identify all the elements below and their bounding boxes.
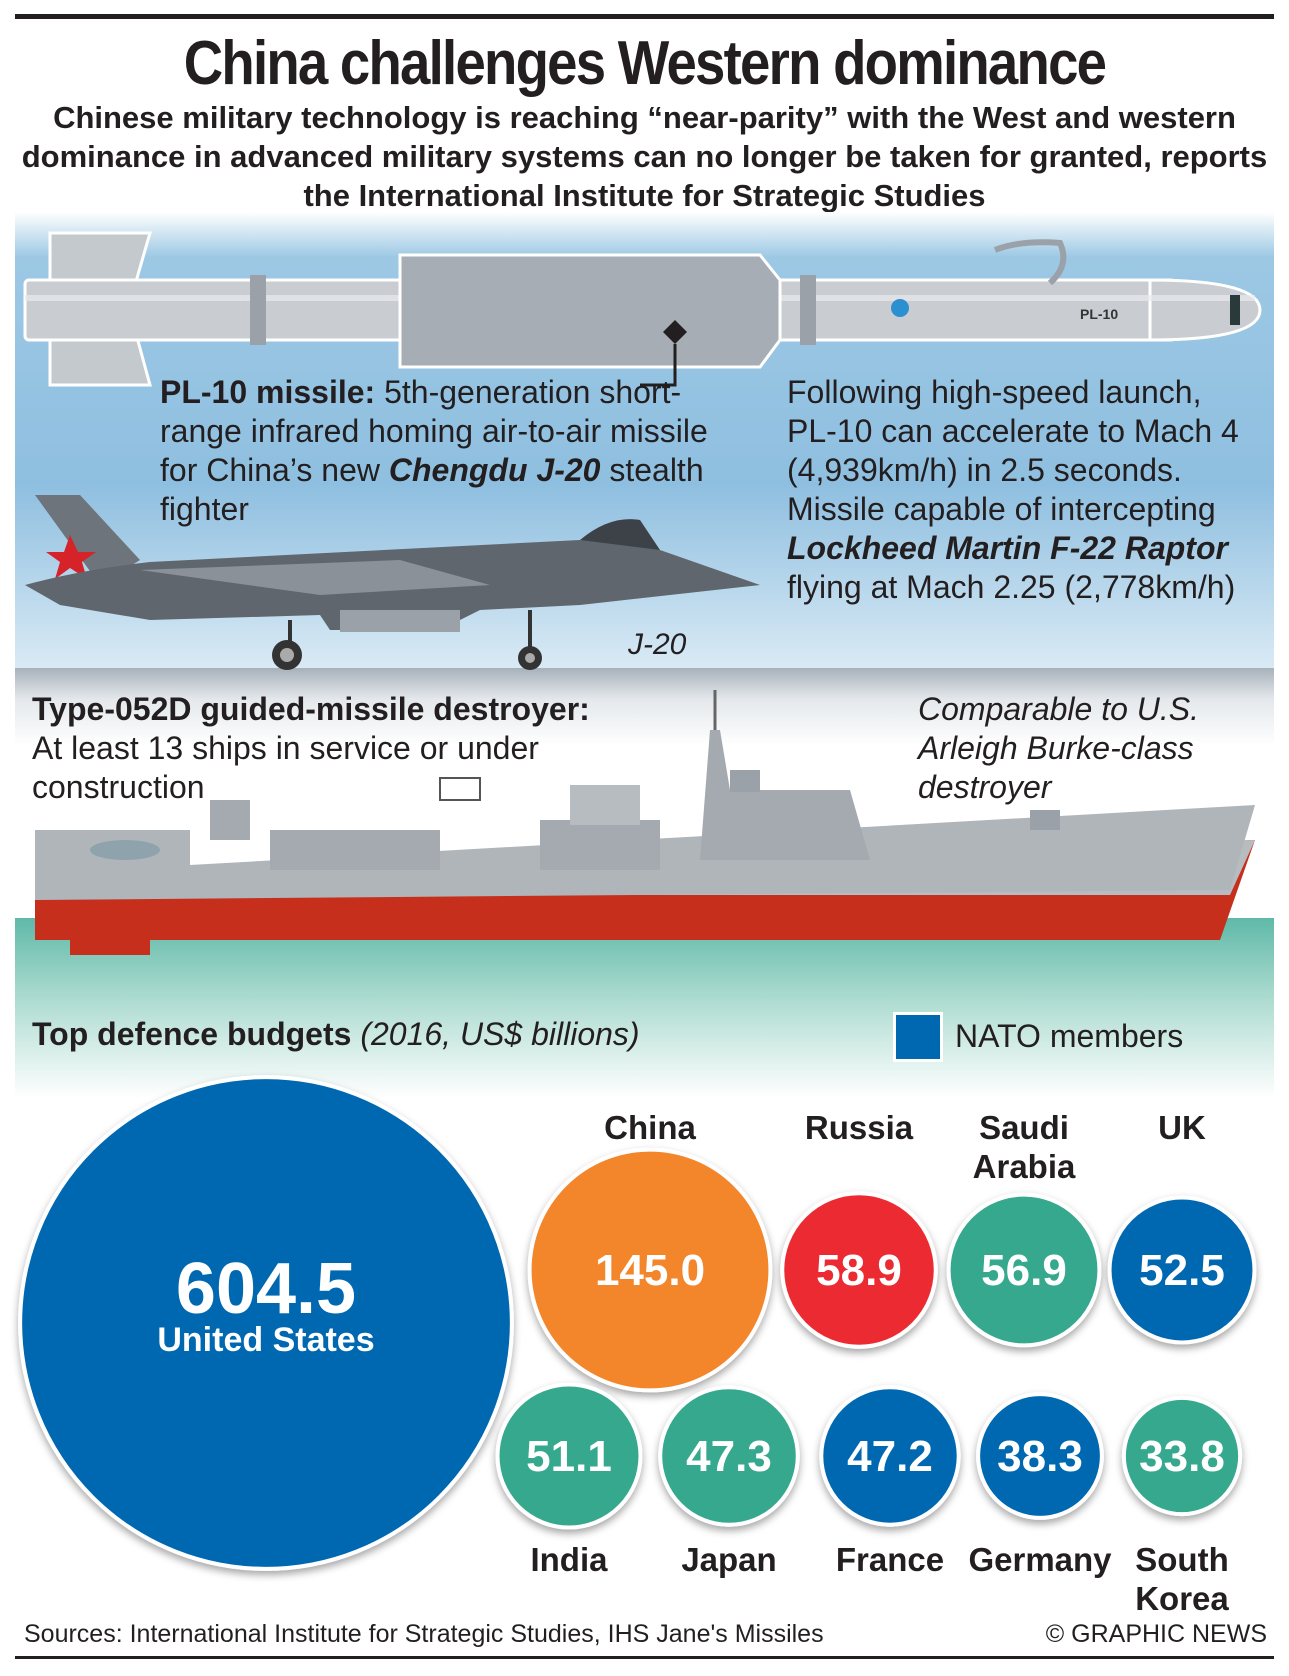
jet-label: J-20 [628,628,687,661]
legend-nato-label: NATO members [955,1018,1184,1054]
bubble-russia [780,1191,938,1349]
ship-name: Type-052D guided-missile destroyer: [32,691,590,727]
value-label-south-korea: 33.8 [1139,1432,1225,1481]
subtitle: Chinese military technology is reaching … [21,100,1268,213]
country-label-china: China [604,1109,696,1146]
bubble-united-states [18,1075,514,1571]
bubble-germany [976,1392,1104,1520]
country-label-uk: UK [1158,1109,1206,1146]
j20-fighter-illustration [25,495,760,670]
missile-name: PL-10 missile: [160,374,376,410]
country-label-saudi-arabia: Saudi Arabia [972,1109,1076,1185]
ship-comparison: Comparable to U.S. Arleigh Burke-class d… [918,691,1200,805]
bubble-south-korea [1121,1395,1243,1517]
bubble-france [819,1385,961,1527]
value-label-germany: 38.3 [997,1432,1083,1481]
page-title: China challenges Western dominance [183,29,1107,98]
pl10-missile-illustration: PL-10 [23,231,1262,387]
credit: © GRAPHIC NEWS [1045,1620,1267,1648]
ship-description: Type-052D guided-missile destroyer: At le… [32,690,672,807]
value-label-france: 47.2 [847,1432,933,1481]
bubble-india [495,1382,643,1530]
country-label-india: India [530,1541,608,1578]
bubble-saudi-arabia [946,1192,1102,1348]
value-label-india: 51.1 [526,1432,612,1481]
value-label-uk: 52.5 [1139,1246,1225,1295]
top-rule [15,14,1274,19]
bubble-uk [1107,1195,1257,1345]
country-label-south-korea: South Korea [1135,1541,1229,1617]
value-label-japan: 47.3 [686,1432,772,1481]
sources: Sources: International Institute for Str… [24,1620,824,1648]
country-label-russia: Russia [804,1109,914,1146]
sea-background [15,918,1274,1098]
missile-marking: PL-10 [1080,306,1118,322]
value-label-russia: 58.9 [816,1246,902,1295]
missile-performance: Following high-speed launch, PL-10 can a… [787,374,1239,605]
value-label-saudi-arabia: 56.9 [981,1246,1067,1295]
value-label-united-states: 604.5 [176,1249,356,1329]
bubble-china [527,1147,773,1393]
country-label-france: France [835,1541,945,1578]
bottom-rule [15,1656,1274,1659]
type052d-destroyer-illustration [35,690,1255,955]
bubble-japan [658,1385,800,1527]
legend-nato-swatch [893,1012,943,1062]
missile-description: PL-10 missile: 5th-generation short-rang… [160,374,708,527]
budgets-heading: Top defence budgets (2016, US$ billions) [32,1016,640,1052]
country-label-united-states: United States [157,1321,375,1359]
country-label-japan: Japan [681,1541,777,1578]
country-label-germany: Germany [968,1541,1112,1578]
value-label-china: 145.0 [595,1246,705,1295]
